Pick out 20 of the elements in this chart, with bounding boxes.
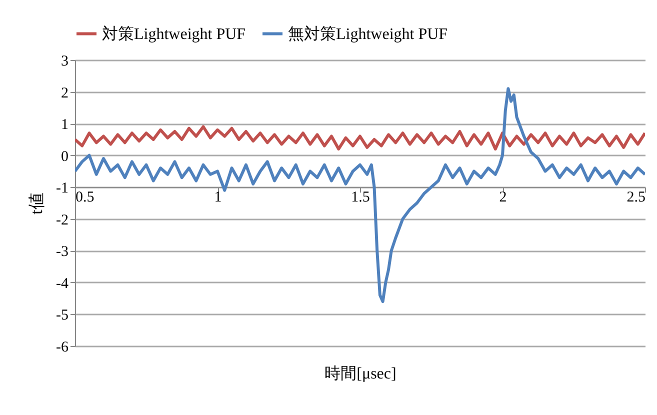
x-axis-title: 時間[μsec] (324, 364, 396, 382)
y-tick-label: -5 (56, 308, 68, 324)
y-tick-label: 2 (61, 85, 68, 102)
y-tick-label: -4 (56, 276, 69, 292)
y-tick-label: -3 (56, 244, 68, 260)
x-tick-label: 1.5 (351, 190, 370, 206)
legend-label: 対策Lightweight PUF (102, 24, 246, 43)
line-series (75, 125, 645, 150)
y-axis-title: t値 (27, 192, 46, 214)
x-tick-label: 2.5 (626, 190, 646, 206)
x-tick-label: 1 (214, 190, 222, 206)
y-tick-label: 0 (61, 148, 68, 165)
y-tick-label: -6 (56, 340, 69, 356)
y-tick-label: -1 (56, 180, 68, 197)
x-tick-label: 0.5 (76, 190, 94, 206)
legend-label: 無対策Lightweight PUF (288, 24, 448, 43)
y-tick-label: 3 (61, 54, 68, 70)
y-tick-label: 1 (61, 117, 68, 134)
y-tick-label: -2 (56, 212, 68, 228)
x-tick-label: 2 (499, 190, 507, 206)
